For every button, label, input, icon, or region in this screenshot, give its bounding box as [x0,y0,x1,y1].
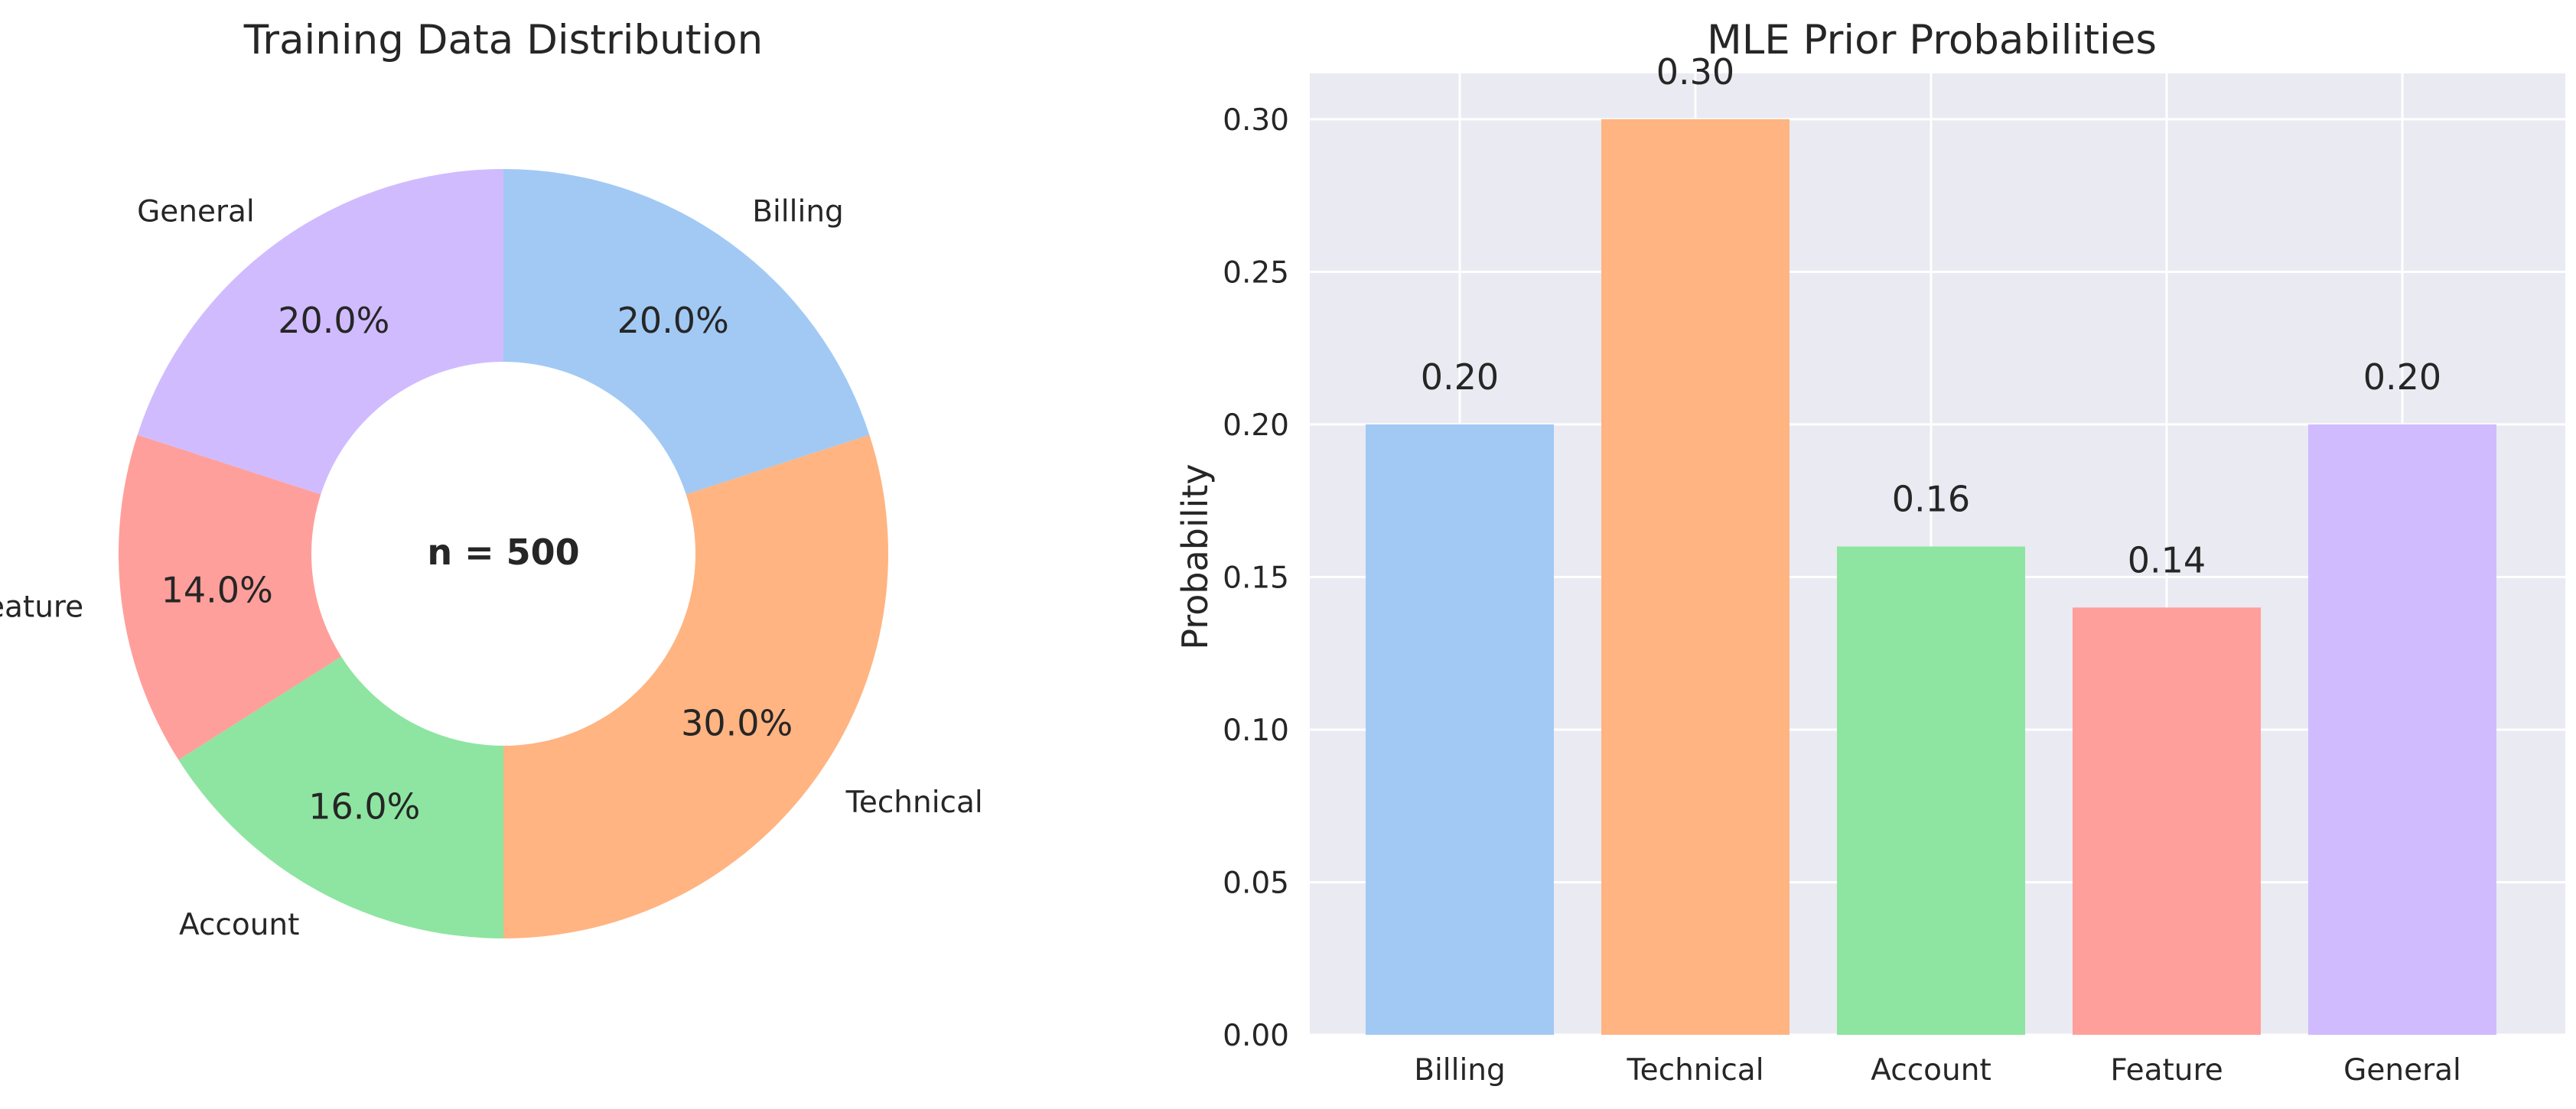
donut-slice-technical [503,434,888,938]
y-tick-label: 0.20 [1223,408,1289,443]
donut-slice-general [137,169,503,495]
bar-y-tick-labels: 0.00 0.05 0.10 0.15 0.20 0.25 0.30 [1223,103,1289,1053]
x-tick-label-technical: Technical [1626,1053,1763,1088]
bar-general [2308,424,2496,1035]
donut-slice-account [178,656,504,938]
y-tick-label: 0.00 [1223,1019,1289,1053]
bar-technical [1601,119,1790,1035]
donut-slices [119,169,888,938]
bar-chart-y-axis-label: Probability [1174,463,1216,649]
donut-percent-feature: 14.0% [161,569,273,610]
donut-labels: Billing 20.0% Technical 30.0% Account 16.0% Fe… [0,194,983,942]
donut-label-account: Account [179,908,299,942]
donut-percent-billing: 20.0% [617,300,729,341]
bar-value-label-feature: 0.14 [2128,539,2206,581]
bar-chart: 0.20 0.30 0.16 0.14 0.20 0.00 0.05 0.10 0.15 0.2… [1174,17,2565,1088]
donut-percent-general: 20.0% [278,300,389,341]
donut-slice-billing [503,169,870,495]
x-tick-label-feature: Feature [2110,1053,2223,1088]
bar-value-label-technical: 0.30 [1656,51,1734,93]
bar-value-label-account: 0.16 [1892,479,1970,520]
x-tick-label-billing: Billing [1414,1053,1506,1088]
x-tick-label-general: General [2343,1053,2461,1088]
bar-value-label-general: 0.20 [2363,356,2441,398]
donut-chart: Training Data Distribution Billing 20.0% T… [0,17,983,942]
bar-account [1837,546,2025,1035]
donut-center-label: n = 500 [427,532,579,573]
donut-chart-title: Training Data Distribution [243,17,764,63]
y-tick-label: 0.05 [1223,866,1289,900]
bar-feature [2073,607,2261,1035]
y-tick-label: 0.25 [1223,255,1289,290]
bar-x-tick-labels: Billing Technical Account Feature General [1414,1053,2461,1088]
bar-billing [1366,424,1554,1035]
donut-label-general: General [137,194,255,229]
donut-percent-technical: 30.0% [681,703,793,744]
y-tick-label: 0.15 [1223,561,1289,595]
bar-chart-bars [1366,119,2496,1035]
x-tick-label-account: Account [1871,1053,1991,1088]
bar-value-label-billing: 0.20 [1421,356,1499,398]
bar-chart-title: MLE Prior Probabilities [1707,17,2157,63]
bar-value-labels: 0.20 0.30 0.16 0.14 0.20 [1421,51,2441,581]
donut-slice-feature [119,434,342,760]
donut-label-feature: Feature [0,590,83,624]
donut-label-billing: Billing [752,194,844,229]
donut-percent-account: 16.0% [308,786,420,828]
y-tick-label: 0.30 [1223,103,1289,138]
y-tick-label: 0.10 [1223,714,1289,748]
donut-label-technical: Technical [845,785,983,820]
